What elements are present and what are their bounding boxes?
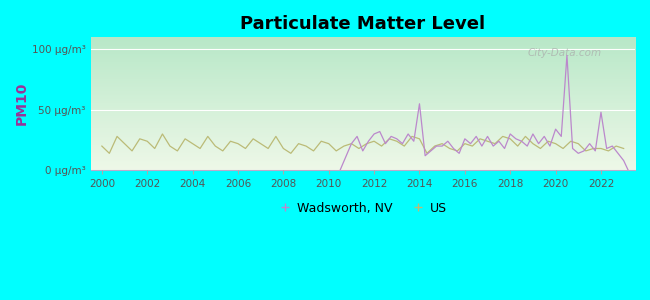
Y-axis label: PM10: PM10	[15, 82, 29, 125]
Title: Particulate Matter Level: Particulate Matter Level	[240, 15, 486, 33]
Legend: Wadsworth, NV, US: Wadsworth, NV, US	[273, 197, 452, 220]
Text: City-Data.com: City-Data.com	[527, 48, 601, 58]
